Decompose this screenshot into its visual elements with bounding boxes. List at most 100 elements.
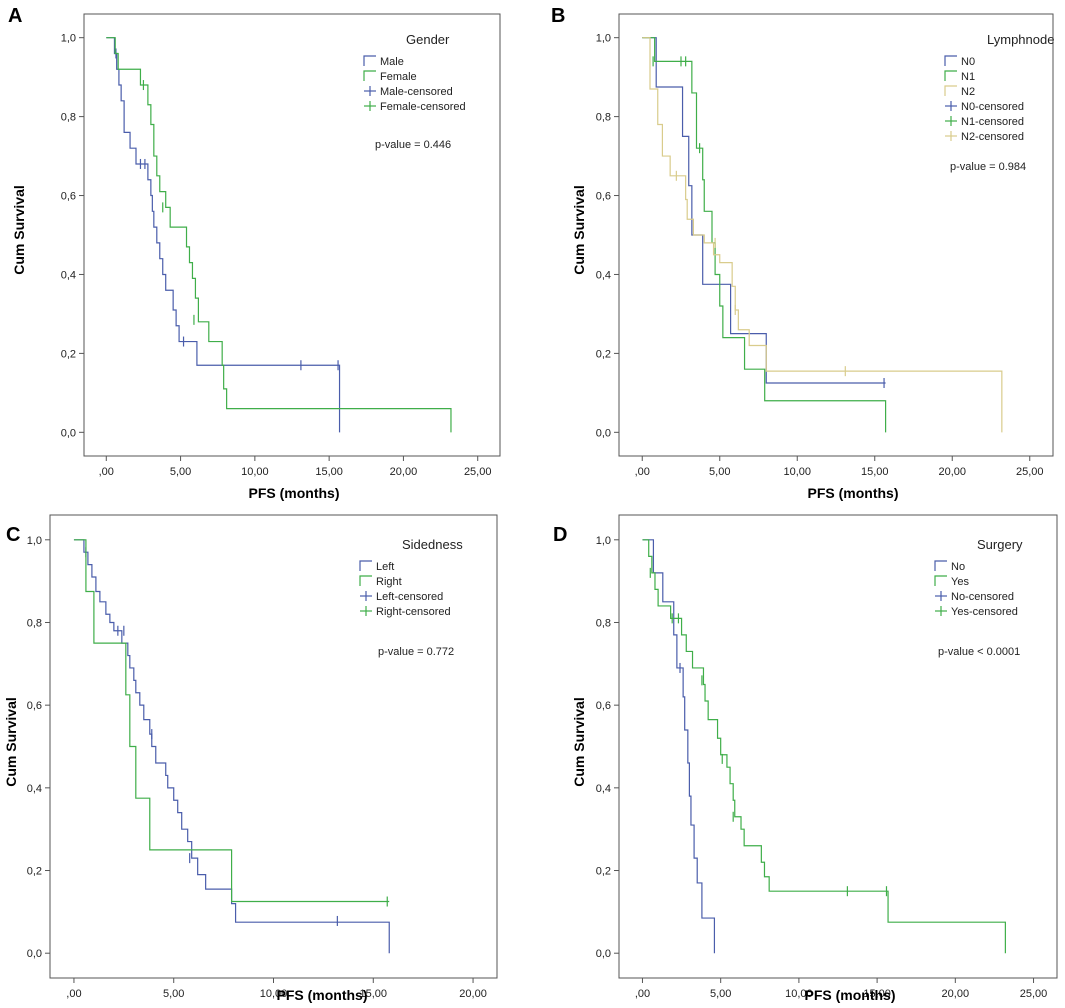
y-tick-label: 0,4 [596, 269, 611, 281]
survival-curve-male [106, 37, 341, 433]
legend-swatch [944, 85, 957, 96]
x-tick-label: 15,00 [861, 466, 889, 478]
legend-title: Sidedness [402, 537, 463, 552]
x-tick-label: ,00 [635, 988, 650, 1000]
plot-frame [49, 514, 498, 979]
plot-frame [83, 13, 501, 457]
legend: Surgery No Yes No-censored Yes-censored [934, 537, 1023, 618]
y-tick-label: 0,4 [596, 783, 611, 795]
y-tick-label: 0,6 [27, 700, 42, 712]
legend-label: Right-censored [376, 606, 451, 618]
x-axis-title: PFS (months) [805, 987, 896, 1003]
x-axis-title: PFS (months) [808, 485, 899, 501]
y-tick-label: 1,0 [27, 535, 42, 547]
legend-swatch [944, 70, 957, 81]
x-tick-label: ,00 [99, 466, 114, 478]
legend-swatch [363, 55, 376, 66]
survival-curve-n2 [642, 37, 1003, 433]
y-axis-title: Cum Survival [3, 697, 19, 786]
x-tick-label: 15,00 [360, 988, 388, 1000]
y-tick-label: 0,0 [27, 948, 42, 960]
legend-label: Yes-censored [951, 606, 1018, 618]
x-tick-label: 10,00 [785, 988, 813, 1000]
y-tick-label: 0,2 [596, 866, 611, 878]
panel-letter: C [6, 524, 20, 546]
panel-a: A 0,0 0,2 0,4 0,6 0,8 1,0 ,00 5,00 10,00 15,00 20,0… [8, 5, 501, 501]
legend-title: Lymphnode [987, 32, 1054, 47]
panel-letter: A [8, 5, 22, 27]
panel-letter: D [553, 524, 567, 546]
p-value-annotation: p-value < 0.0001 [938, 646, 1020, 658]
y-tick-label: 0,2 [61, 348, 76, 360]
legend-label: N1 [961, 71, 975, 83]
survival-curve-yes [642, 539, 1006, 954]
y-tick-label: 0,8 [596, 112, 611, 124]
legend-swatch [359, 560, 372, 571]
legend-swatch [934, 575, 947, 586]
legend: Lymphnode N0 N1 N2 N0-censored N1-censored N2-… [944, 32, 1054, 143]
legend: Sidedness Left Right Left-censored Right-cen… [359, 537, 463, 618]
legend-label: N2-censored [961, 131, 1024, 143]
legend-label: N2 [961, 86, 975, 98]
x-tick-label: 10,00 [241, 466, 269, 478]
survival-curve-no [642, 539, 716, 954]
legend-label: Left [376, 561, 394, 573]
p-value-annotation: p-value = 0.446 [375, 139, 451, 151]
y-axis-title: Cum Survival [571, 697, 587, 786]
y-tick-label: 0,2 [27, 866, 42, 878]
y-tick-label: 0,6 [61, 191, 76, 203]
x-tick-label: 20,00 [459, 988, 487, 1000]
y-tick-label: 1,0 [596, 535, 611, 547]
x-axis-title: PFS (months) [277, 987, 368, 1003]
y-tick-label: 1,0 [61, 33, 76, 45]
legend-label: Right [376, 576, 402, 588]
x-tick-label: 15,00 [315, 466, 343, 478]
legend-label: No [951, 561, 965, 573]
y-tick-label: 0,8 [61, 112, 76, 124]
x-tick-label: 25,00 [1016, 466, 1044, 478]
x-tick-label: 5,00 [709, 466, 730, 478]
plot-frame [618, 514, 1058, 979]
legend-swatch [359, 575, 372, 586]
y-tick-label: 0,6 [596, 700, 611, 712]
panel-c: C 0,0 0,2 0,4 0,6 0,8 1,0 ,00 5,00 10,00 15,00 20,0… [3, 514, 498, 1003]
survival-curve-left [73, 539, 390, 954]
y-tick-label: 0,4 [61, 269, 76, 281]
legend-swatch [934, 560, 947, 571]
x-tick-label: 25,00 [1020, 988, 1048, 1000]
x-tick-label: 5,00 [710, 988, 731, 1000]
legend-label: No-censored [951, 591, 1014, 603]
x-tick-label: 15,00 [863, 988, 891, 1000]
legend-title: Gender [406, 32, 450, 47]
x-tick-label: 5,00 [163, 988, 184, 1000]
x-tick-label: 10,00 [783, 466, 811, 478]
y-tick-label: 0,0 [596, 948, 611, 960]
x-tick-label: 5,00 [170, 466, 191, 478]
y-axis-title: Cum Survival [11, 185, 27, 274]
legend-label: N0 [961, 56, 975, 68]
x-tick-label: 10,00 [260, 988, 288, 1000]
panel-b: B 0,0 0,2 0,4 0,6 0,8 1,0 ,00 5,00 10,00 15,00 20,0… [551, 5, 1054, 501]
legend-label: Left-censored [376, 591, 443, 603]
survival-curve-n1 [642, 37, 887, 433]
p-value-annotation: p-value = 0.984 [950, 161, 1026, 173]
x-tick-label: 25,00 [464, 466, 492, 478]
survival-curve-n0 [642, 37, 886, 384]
y-tick-label: 0,6 [596, 191, 611, 203]
y-tick-label: 0,8 [27, 617, 42, 629]
y-tick-label: 1,0 [596, 33, 611, 45]
x-tick-label: 20,00 [390, 466, 418, 478]
p-value-annotation: p-value = 0.772 [378, 646, 454, 658]
y-tick-label: 0,0 [61, 427, 76, 439]
y-tick-label: 0,8 [596, 617, 611, 629]
legend-label: Yes [951, 576, 969, 588]
legend-label: N0-censored [961, 101, 1024, 113]
plot-frame [618, 13, 1054, 457]
legend-label: Female [380, 71, 417, 83]
y-tick-label: 0,2 [596, 348, 611, 360]
y-tick-label: 0,4 [27, 783, 42, 795]
y-tick-label: 0,0 [596, 427, 611, 439]
x-axis-title: PFS (months) [249, 485, 340, 501]
